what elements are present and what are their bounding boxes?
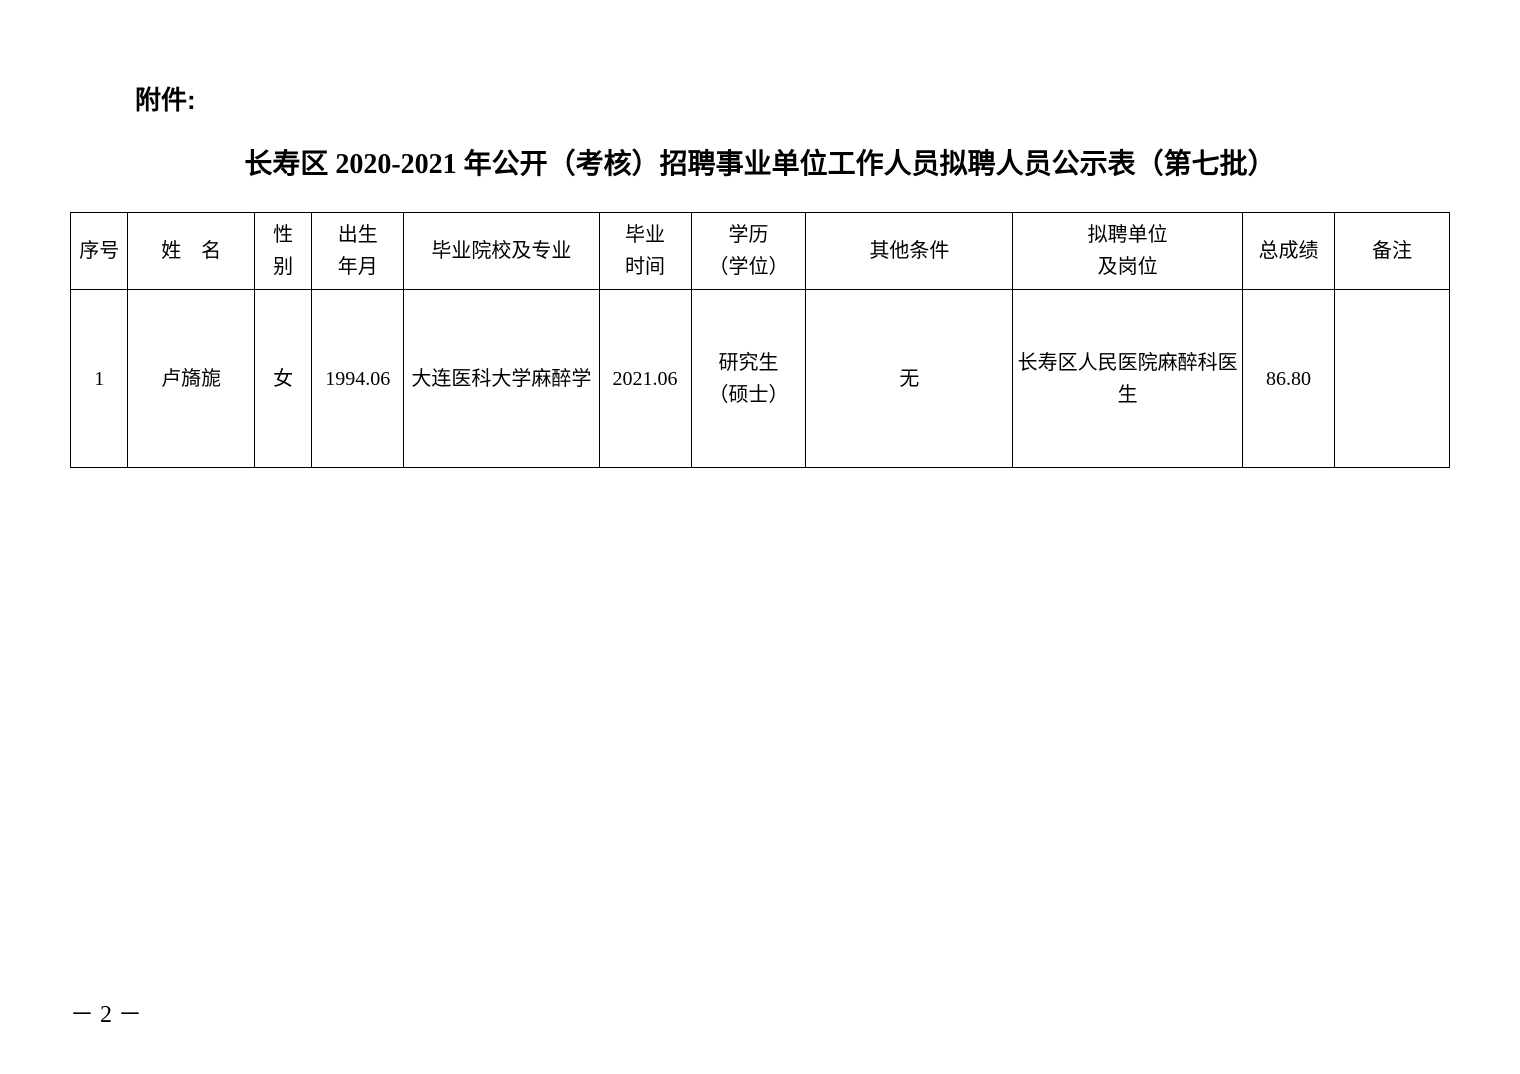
col-header-birth: 出生年月 [312, 213, 404, 290]
table-header-row: 序号 姓 名 性别 出生年月 毕业院校及专业 毕业时间 学历（学位） 其他条件 … [71, 213, 1450, 290]
col-header-edu: 学历（学位） [691, 213, 806, 290]
col-header-school: 毕业院校及专业 [404, 213, 599, 290]
cell-seq: 1 [71, 290, 128, 468]
col-header-grad: 毕业时间 [599, 213, 691, 290]
cell-name: 卢旖旎 [128, 290, 254, 468]
cell-school: 大连医科大学麻醉学 [404, 290, 599, 468]
cell-remark [1335, 290, 1450, 468]
cell-score: 86.80 [1243, 290, 1335, 468]
page-number: － 2 － [70, 994, 142, 1029]
cell-other: 无 [806, 290, 1013, 468]
col-header-sex: 性别 [254, 213, 311, 290]
col-header-score: 总成绩 [1243, 213, 1335, 290]
table-row: 1 卢旖旎 女 1994.06 大连医科大学麻醉学 2021.06 研究生（硕士… [71, 290, 1450, 468]
col-header-seq: 序号 [71, 213, 128, 290]
page-title: 长寿区 2020-2021 年公开（考核）招聘事业单位工作人员拟聘人员公示表（第… [70, 142, 1450, 182]
attachment-label: 附件: [135, 80, 1450, 117]
col-header-unit: 拟聘单位及岗位 [1013, 213, 1243, 290]
col-header-remark: 备注 [1335, 213, 1450, 290]
personnel-table: 序号 姓 名 性别 出生年月 毕业院校及专业 毕业时间 学历（学位） 其他条件 … [70, 212, 1450, 468]
col-header-other: 其他条件 [806, 213, 1013, 290]
cell-grad: 2021.06 [599, 290, 691, 468]
cell-sex: 女 [254, 290, 311, 468]
cell-birth: 1994.06 [312, 290, 404, 468]
cell-unit: 长寿区人民医院麻醉科医生 [1013, 290, 1243, 468]
col-header-name: 姓 名 [128, 213, 254, 290]
document-page: 附件: 长寿区 2020-2021 年公开（考核）招聘事业单位工作人员拟聘人员公… [0, 0, 1520, 1074]
cell-edu: 研究生（硕士） [691, 290, 806, 468]
